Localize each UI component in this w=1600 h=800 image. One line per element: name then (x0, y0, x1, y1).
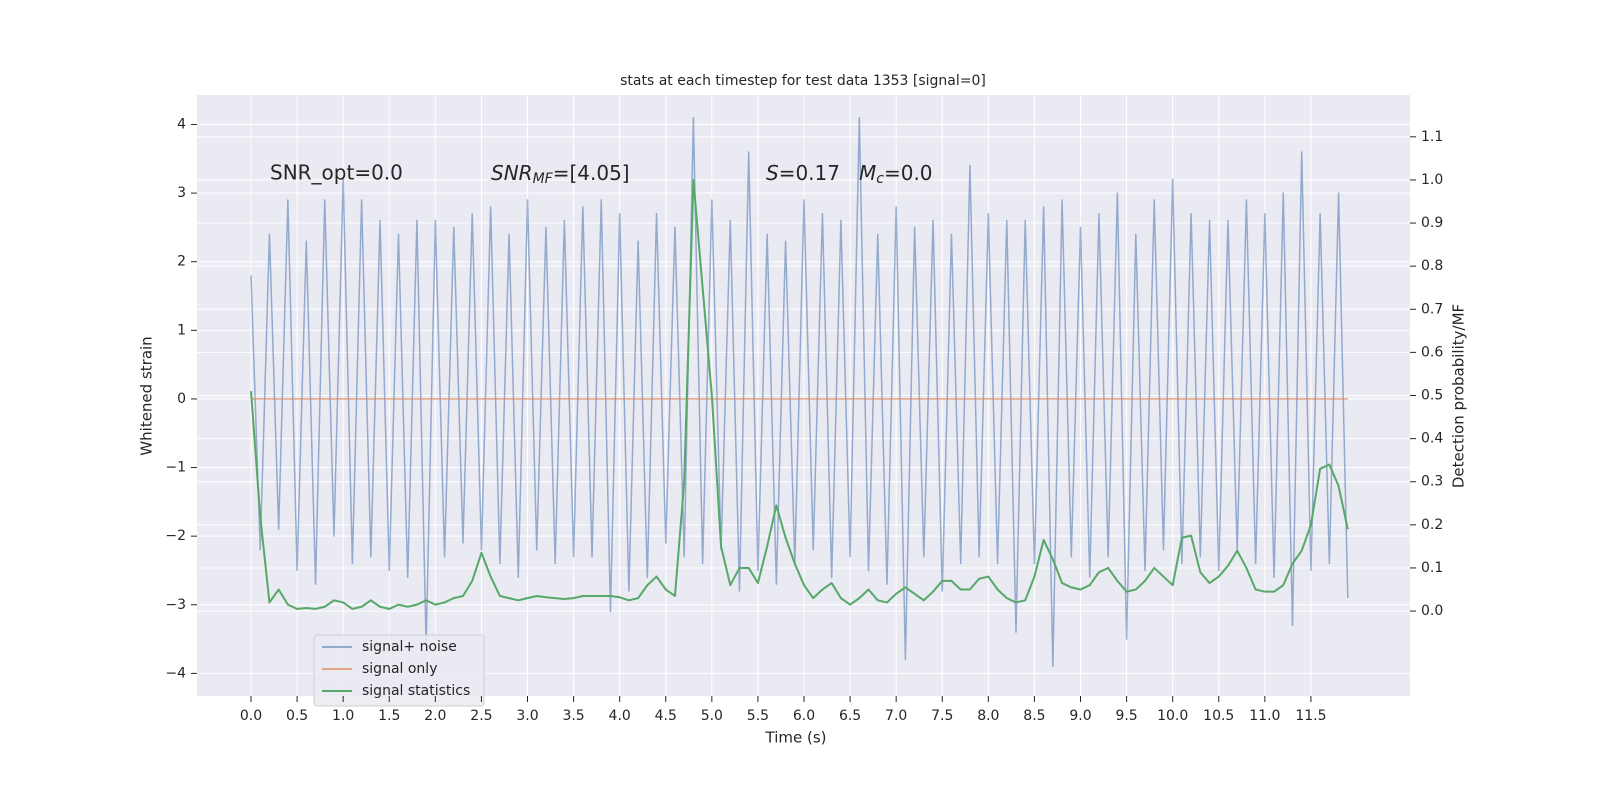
y-tick-label: 2 (177, 254, 186, 270)
annotation-sub: c (876, 171, 884, 187)
y2-tick-label: 0.2 (1421, 517, 1443, 533)
annotation-part: =0.0 (884, 161, 933, 185)
x-tick-label: 11.0 (1249, 708, 1280, 724)
x-tick-label: 1.5 (378, 708, 400, 724)
series-line (250, 116, 1349, 668)
x-tick-label: 6.5 (839, 708, 861, 724)
y-axis-label: Whitened strain (138, 336, 156, 455)
x-tick-label: 0.5 (286, 708, 308, 724)
annotation: Mc=0.0 (859, 161, 933, 188)
x-tick-label: 2.5 (470, 708, 492, 724)
y-tick-label: −4 (165, 665, 186, 681)
x-tick-label: 7.0 (885, 708, 907, 724)
y2-tick-label: 0.0 (1421, 603, 1443, 619)
y2-tick-label: 0.3 (1421, 474, 1443, 490)
y2-tick-label: 1.1 (1421, 129, 1443, 145)
y2-tick-label: 0.7 (1421, 301, 1443, 317)
x-tick-label: 8.0 (977, 708, 999, 724)
y-tick-label: 1 (177, 322, 186, 338)
x-tick-label: 9.5 (1115, 708, 1137, 724)
y2-tick-label: 1.0 (1421, 172, 1443, 188)
x-tick-label: 7.5 (931, 708, 953, 724)
x-axis-label: Time (s) (765, 729, 827, 747)
x-tick-label: 0.0 (240, 708, 262, 724)
series-line (250, 178, 1349, 610)
y2-tick-label: 0.4 (1421, 431, 1443, 447)
x-tick-label: 3.0 (516, 708, 538, 724)
annotation-part: =[4.05] (553, 161, 630, 185)
annotation-part: =0.17 (779, 161, 840, 185)
x-tick-label: 4.0 (609, 708, 631, 724)
y-tick-label: −1 (165, 460, 186, 476)
x-tick-label: 5.0 (701, 708, 723, 724)
y-tick-label: −3 (165, 597, 186, 613)
y2-tick-label: 0.8 (1421, 258, 1443, 274)
x-tick-label: 8.5 (1023, 708, 1045, 724)
y2-tick-label: 0.6 (1421, 344, 1443, 360)
x-tick-label: 6.0 (793, 708, 815, 724)
x-tick-label: 10.0 (1157, 708, 1188, 724)
legend-label: signal statistics (362, 683, 470, 699)
annotation-part: SNR (491, 161, 533, 185)
y2-tick-label: 0.1 (1421, 560, 1443, 576)
x-tick-label: 9.0 (1069, 708, 1091, 724)
annotation: SNR_opt=0.0 (270, 161, 403, 185)
x-tick-label: 2.0 (424, 708, 446, 724)
annotation: SNRMF=[4.05] (491, 161, 630, 188)
x-tick-label: 11.5 (1295, 708, 1326, 724)
y2-axis-label: Detection probability/MF (1450, 304, 1468, 488)
legend-label: signal only (362, 661, 437, 677)
x-tick-label: 10.5 (1203, 708, 1234, 724)
annotation: S=0.17 (766, 161, 840, 185)
legend-label: signal+ noise (362, 639, 457, 655)
x-tick-label: 3.5 (562, 708, 584, 724)
annotation-part: S (766, 161, 779, 185)
chart-title: stats at each timestep for test data 135… (620, 73, 986, 89)
annotation-sub: MF (533, 171, 554, 187)
y-tick-label: 4 (177, 117, 186, 133)
legend-box (313, 634, 485, 707)
y-tick-label: 3 (177, 185, 186, 201)
x-tick-label: 4.5 (655, 708, 677, 724)
x-tick-label: 5.5 (747, 708, 769, 724)
y2-tick-label: 0.9 (1421, 215, 1443, 231)
x-tick-label: 1.0 (332, 708, 354, 724)
y2-tick-label: 0.5 (1421, 388, 1443, 404)
y-tick-label: −2 (165, 528, 186, 544)
annotation-part: M (859, 161, 876, 185)
y-tick-label: 0 (177, 391, 186, 407)
